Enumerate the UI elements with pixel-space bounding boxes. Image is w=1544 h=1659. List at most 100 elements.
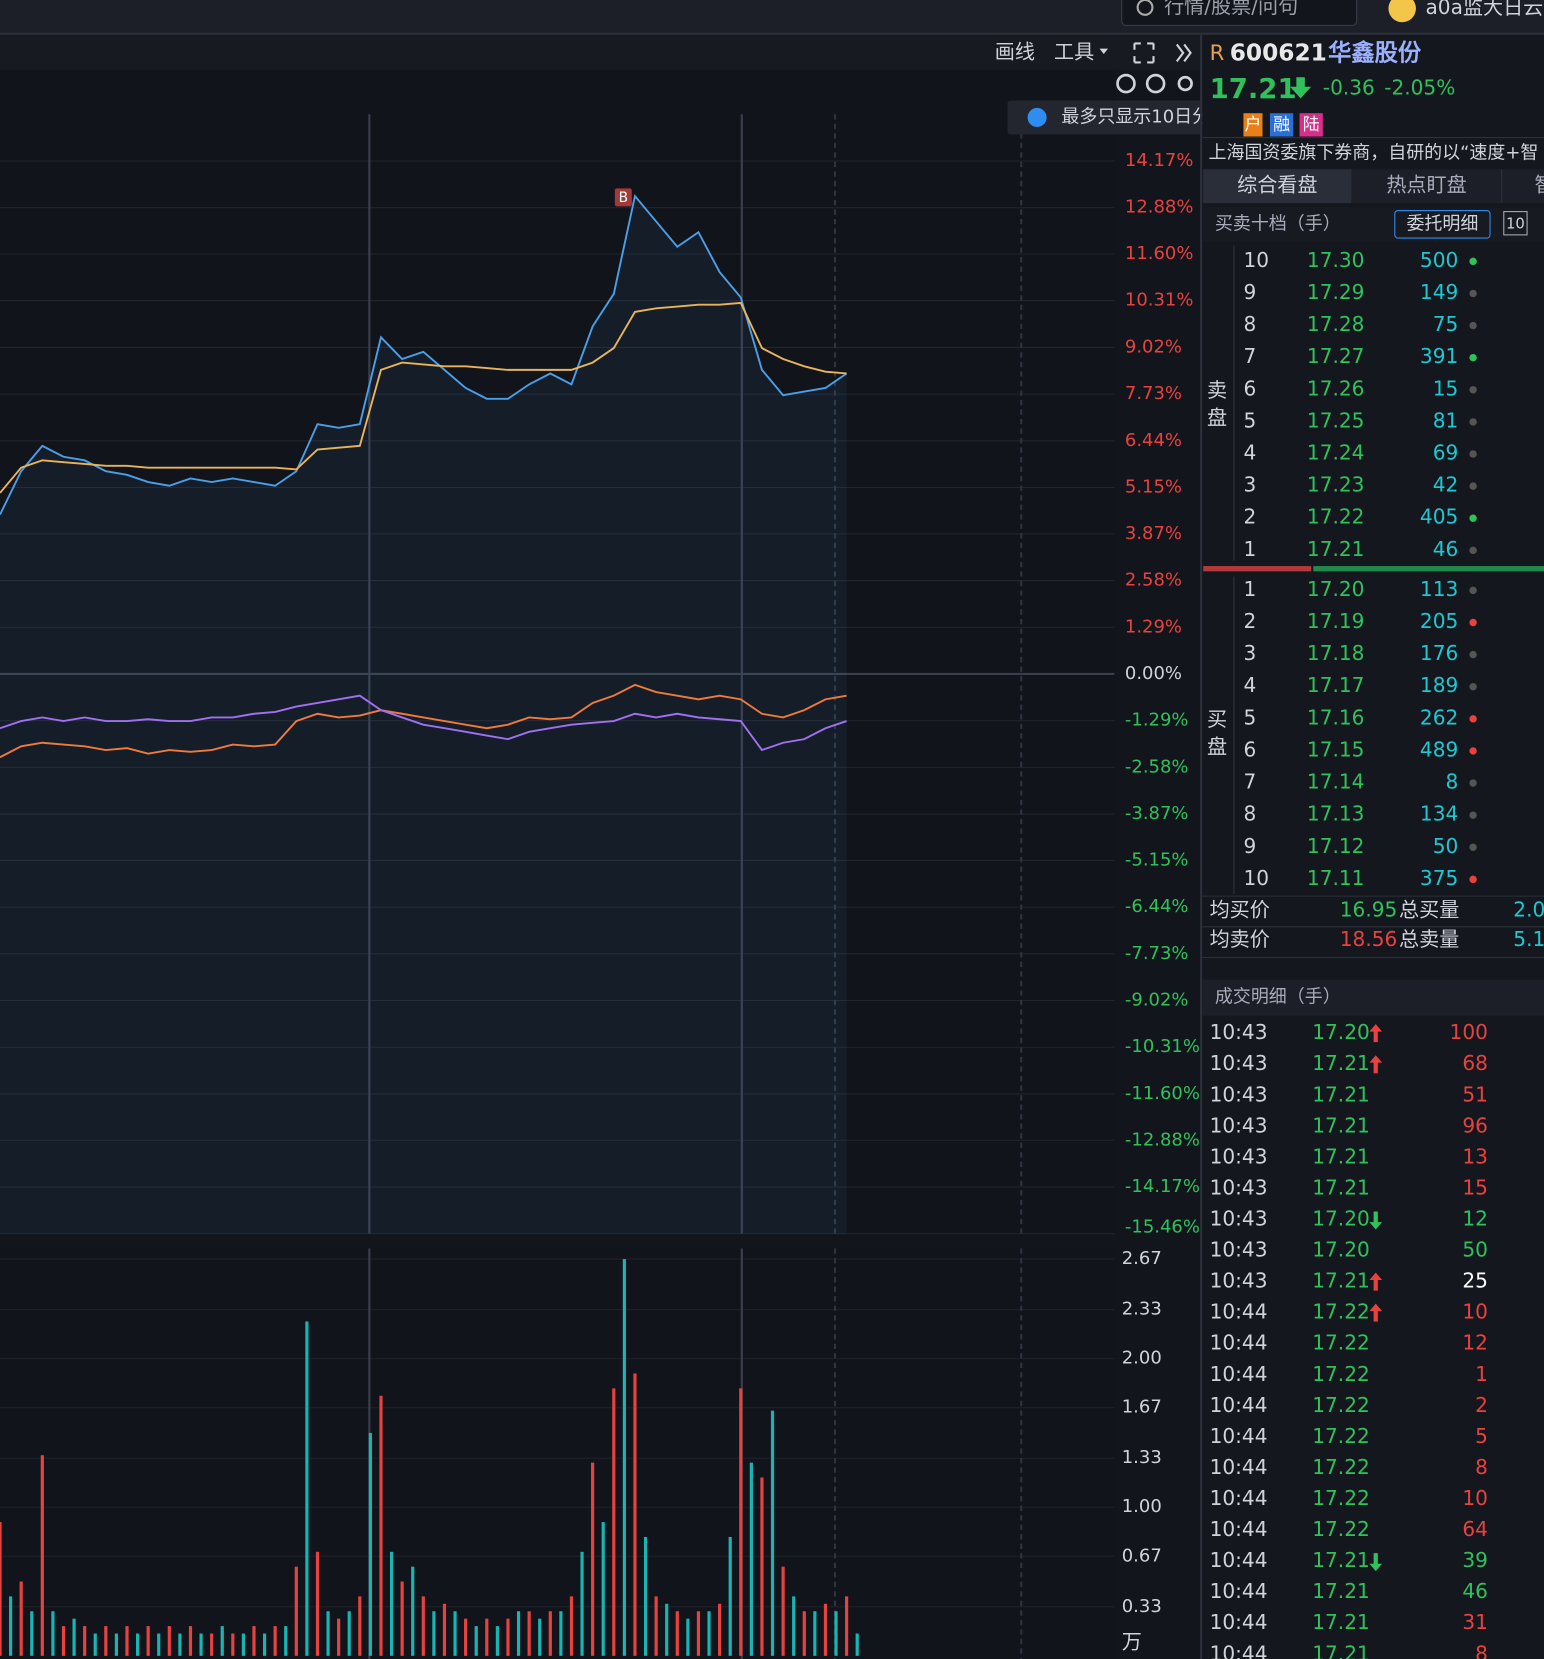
- volume-bar: [464, 1618, 468, 1656]
- book-price: 17.26: [1307, 376, 1365, 400]
- tab-active[interactable]: [1203, 169, 1352, 204]
- volume-bar: [167, 1626, 171, 1656]
- tools-button[interactable]: 工具: [1054, 39, 1094, 63]
- summary-label: 均买价: [1210, 897, 1270, 921]
- line: [0, 301, 847, 494]
- volume-bar: [83, 1626, 87, 1656]
- tab[interactable]: 智: [1534, 173, 1544, 197]
- trade-time: 10:44: [1210, 1331, 1268, 1355]
- volume-bar: [0, 1522, 2, 1656]
- volume-bar: [178, 1633, 182, 1656]
- book-price: 17.28: [1307, 312, 1365, 336]
- tab[interactable]: 热点盯盘: [1386, 173, 1466, 197]
- trade-time: 10:43: [1210, 1238, 1268, 1262]
- trade-time: 10:44: [1210, 1579, 1268, 1603]
- y-tick-label: 1.29%: [1125, 616, 1182, 637]
- trade-price: 17.22: [1312, 1362, 1370, 1386]
- badge-label: 户: [1245, 114, 1262, 134]
- volume-bar: [8, 1596, 13, 1656]
- book-qty: 69: [1433, 441, 1459, 465]
- book-qty: 81: [1433, 408, 1459, 432]
- book-level: 4: [1243, 673, 1256, 697]
- price-area: [0, 196, 847, 1234]
- line: [0, 694, 847, 752]
- badge: [1299, 113, 1323, 137]
- down-arrow: [1369, 1553, 1383, 1572]
- zoom-in-icon[interactable]: [1116, 73, 1136, 94]
- y-tick-label: 2.33: [1122, 1299, 1162, 1320]
- book-dot: [1469, 618, 1477, 627]
- y-tick-label: -3.87%: [1125, 803, 1189, 824]
- book-qty: 15: [1433, 376, 1459, 400]
- price-pane: [0, 69, 1115, 1234]
- book-qty: 176: [1420, 641, 1458, 665]
- book-dot: [1469, 875, 1477, 884]
- zoom-out-icon[interactable]: [1145, 73, 1166, 94]
- book-qty: 262: [1420, 705, 1458, 729]
- volume-bar: [728, 1536, 732, 1656]
- book-price: 17.24: [1307, 441, 1365, 465]
- depth-label: 10: [1506, 215, 1525, 232]
- trade-qty: 31: [1462, 1610, 1488, 1634]
- volume-bar: [30, 1611, 34, 1656]
- volume-bar: [834, 1611, 838, 1656]
- book-dot: [1469, 353, 1477, 362]
- trade-qty: 8: [1475, 1641, 1488, 1659]
- trade-price: 17.22: [1312, 1517, 1370, 1541]
- avatar[interactable]: [1388, 0, 1416, 23]
- book-qty: 489: [1420, 737, 1458, 761]
- trade-time: 10:43: [1210, 1269, 1268, 1293]
- trade-price: 17.22: [1312, 1300, 1370, 1324]
- search-box[interactable]: [1121, 0, 1358, 26]
- trade-qty: 1: [1475, 1362, 1488, 1386]
- price-change: -0.36: [1323, 75, 1375, 99]
- trade-time: 10:44: [1210, 1393, 1268, 1417]
- y-tick-label: 6.44%: [1125, 430, 1182, 451]
- volume-bar: [548, 1611, 552, 1656]
- badge-label: 陆: [1303, 114, 1320, 134]
- trade-time: 10:44: [1210, 1641, 1268, 1659]
- draw-button[interactable]: 画线: [995, 39, 1035, 63]
- y-tick-label: -5.15%: [1125, 849, 1189, 870]
- book-price: 17.29: [1307, 280, 1365, 304]
- notice: [1007, 100, 1241, 135]
- volume-bar: [40, 1455, 44, 1656]
- trade-price: 17.21: [1312, 1144, 1370, 1168]
- badge: [1243, 113, 1263, 137]
- buy-marker: [614, 188, 632, 207]
- summary-price: 16.95: [1340, 897, 1398, 921]
- trade-price: 17.22: [1312, 1331, 1370, 1355]
- trades-title: 成交明细（手）: [1215, 987, 1341, 1008]
- summary-vol: 2.0: [1513, 897, 1544, 921]
- volume-bar: [749, 1462, 753, 1656]
- depth-box[interactable]: [1503, 211, 1528, 236]
- volume-bar: [643, 1536, 648, 1656]
- book-qty: 75: [1433, 312, 1459, 336]
- y-tick-label: -9.02%: [1125, 990, 1189, 1011]
- book-qty: 375: [1420, 866, 1458, 890]
- book-price: 17.12: [1307, 834, 1365, 858]
- volume-bar: [284, 1626, 288, 1656]
- tab[interactable]: 综合看盘: [1237, 173, 1317, 197]
- detail-button[interactable]: [1394, 210, 1491, 239]
- stock-flag: R: [1210, 40, 1225, 65]
- trade-qty: 25: [1462, 1269, 1488, 1293]
- book-dot: [1469, 482, 1477, 490]
- summary-vol: 5.1: [1513, 927, 1544, 951]
- book-level: 4: [1243, 441, 1256, 465]
- volume-bar: [453, 1611, 457, 1656]
- volume-bar: [125, 1626, 129, 1656]
- search-placeholder: 行情/股票/问句: [1164, 0, 1298, 18]
- fullscreen-icon[interactable]: [1133, 42, 1155, 64]
- volume-bar: [400, 1581, 404, 1656]
- trade-price: 17.20: [1312, 1207, 1370, 1231]
- settings-icon[interactable]: [1177, 75, 1193, 92]
- book-price: 17.11: [1307, 866, 1365, 890]
- y-tick-label: 2.58%: [1125, 570, 1182, 591]
- book-dot: [1469, 257, 1477, 266]
- volume-unit: 万: [1122, 1630, 1142, 1654]
- volume-bar: [315, 1551, 320, 1656]
- collapse-icon[interactable]: [1175, 43, 1192, 63]
